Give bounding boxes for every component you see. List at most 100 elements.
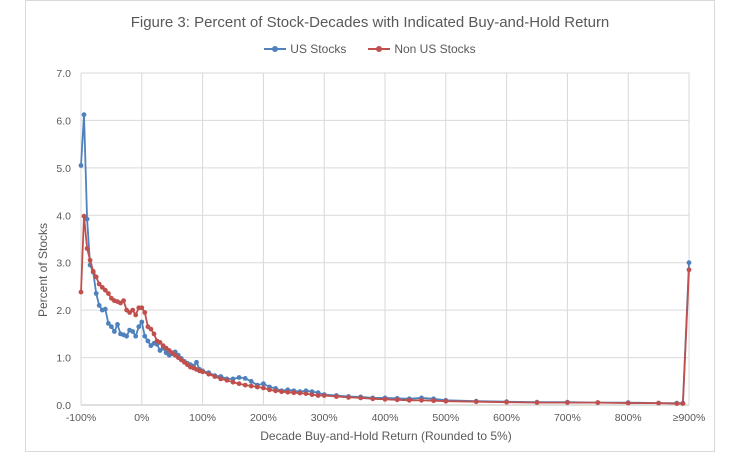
grid-lines xyxy=(80,72,690,406)
data-point-non-us xyxy=(309,392,315,397)
data-point-non-us xyxy=(218,376,224,382)
data-point-non-us xyxy=(674,401,680,406)
data-point-non-us xyxy=(406,397,412,403)
data-point-us xyxy=(115,322,120,327)
data-point-non-us xyxy=(267,387,272,393)
chart-title: Figure 3: Percent of Stock-Decades with … xyxy=(130,14,610,31)
data-point-non-us xyxy=(236,381,242,387)
legend-swatch-non-us xyxy=(368,46,391,52)
legend-item-non-us: Non US Stocks xyxy=(368,42,476,56)
data-point-non-us xyxy=(99,285,105,290)
data-point-non-us xyxy=(686,267,692,273)
data-point-us xyxy=(261,381,266,387)
data-point-non-us xyxy=(443,398,449,404)
y-tick-label: 4.0 xyxy=(56,210,71,222)
x-axis-title: Decade Buy-and-Hold Return (Rounded to 5… xyxy=(260,429,511,443)
data-point-non-us xyxy=(157,340,163,345)
data-point-non-us xyxy=(130,307,136,313)
x-tick-label: 600% xyxy=(493,412,520,424)
data-point-us xyxy=(102,306,108,312)
data-point-non-us xyxy=(102,287,108,293)
data-point-non-us xyxy=(285,389,291,395)
x-tick-label: 200% xyxy=(250,412,277,424)
data-point-us xyxy=(78,163,84,168)
data-point-us xyxy=(84,216,90,222)
data-point-us xyxy=(109,324,114,330)
x-tick-label: -100% xyxy=(66,412,96,424)
data-point-non-us xyxy=(96,281,102,287)
data-point-non-us xyxy=(370,396,376,402)
data-point-us xyxy=(130,329,136,334)
data-point-us xyxy=(81,112,87,118)
data-point-non-us xyxy=(133,312,139,318)
data-point-non-us xyxy=(148,326,154,332)
data-point-us xyxy=(139,319,145,325)
data-point-us xyxy=(96,303,102,308)
x-tick-label: 0% xyxy=(134,412,149,424)
data-point-non-us xyxy=(248,383,254,389)
data-point-non-us xyxy=(224,377,230,383)
data-point-non-us xyxy=(297,390,303,396)
data-point-non-us xyxy=(625,400,631,406)
data-point-non-us xyxy=(565,400,570,405)
data-point-non-us xyxy=(142,310,148,315)
data-point-non-us xyxy=(254,384,260,390)
data-point-us xyxy=(133,333,139,339)
y-tick-label: 2.0 xyxy=(56,305,71,317)
y-tick-label: 0.0 xyxy=(56,400,71,412)
data-point-us xyxy=(145,338,151,344)
data-point-non-us xyxy=(431,398,436,404)
data-point-non-us xyxy=(93,274,99,280)
y-axis-title: Percent of Stocks xyxy=(36,223,50,317)
data-point-non-us xyxy=(473,399,479,405)
x-tick-label: 100% xyxy=(189,412,216,424)
data-point-non-us xyxy=(106,291,111,296)
data-point-non-us xyxy=(595,400,601,405)
data-point-us xyxy=(236,375,242,380)
data-point-non-us xyxy=(291,390,297,396)
data-point-non-us xyxy=(84,246,90,251)
data-point-non-us xyxy=(394,397,400,403)
y-tick-label: 5.0 xyxy=(56,163,71,175)
data-point-non-us xyxy=(200,369,206,375)
data-point-non-us xyxy=(273,388,278,394)
data-point-non-us xyxy=(81,213,87,219)
data-point-non-us xyxy=(419,397,424,403)
chart-legend: US Stocks Non US Stocks xyxy=(0,42,740,56)
y-tick-label: 6.0 xyxy=(56,115,71,127)
chart-frame xyxy=(25,0,715,452)
x-tick-label: 800% xyxy=(615,412,642,424)
data-point-non-us xyxy=(382,396,388,402)
data-point-non-us xyxy=(315,393,321,398)
data-point-non-us xyxy=(121,298,126,304)
data-point-us xyxy=(136,324,142,330)
legend-label-us: US Stocks xyxy=(290,42,347,56)
legend-label-non-us: Non US Stocks xyxy=(394,42,476,56)
data-point-non-us xyxy=(334,394,339,399)
y-tick-label: 3.0 xyxy=(56,258,71,270)
data-point-non-us xyxy=(504,399,509,405)
data-point-non-us xyxy=(346,395,351,400)
x-tick-label: 300% xyxy=(311,412,338,424)
data-point-us xyxy=(686,260,692,266)
data-point-us xyxy=(93,291,99,296)
data-point-us xyxy=(124,333,129,339)
data-point-non-us xyxy=(78,289,84,295)
data-point-non-us xyxy=(321,393,327,398)
data-point-non-us xyxy=(90,268,96,274)
legend-swatch-us xyxy=(264,46,287,52)
data-point-non-us xyxy=(656,400,661,406)
y-tick-label: 1.0 xyxy=(56,353,71,365)
data-point-non-us xyxy=(303,391,309,396)
data-point-non-us xyxy=(212,374,218,379)
data-point-non-us xyxy=(230,379,236,385)
data-point-non-us xyxy=(534,400,540,405)
data-point-non-us xyxy=(261,385,266,391)
x-tick-label: 400% xyxy=(372,412,399,424)
data-point-us xyxy=(106,321,111,326)
data-point-us xyxy=(242,376,248,381)
x-tick-label: 700% xyxy=(554,412,581,424)
data-point-non-us xyxy=(139,305,145,311)
data-point-us xyxy=(112,329,117,334)
